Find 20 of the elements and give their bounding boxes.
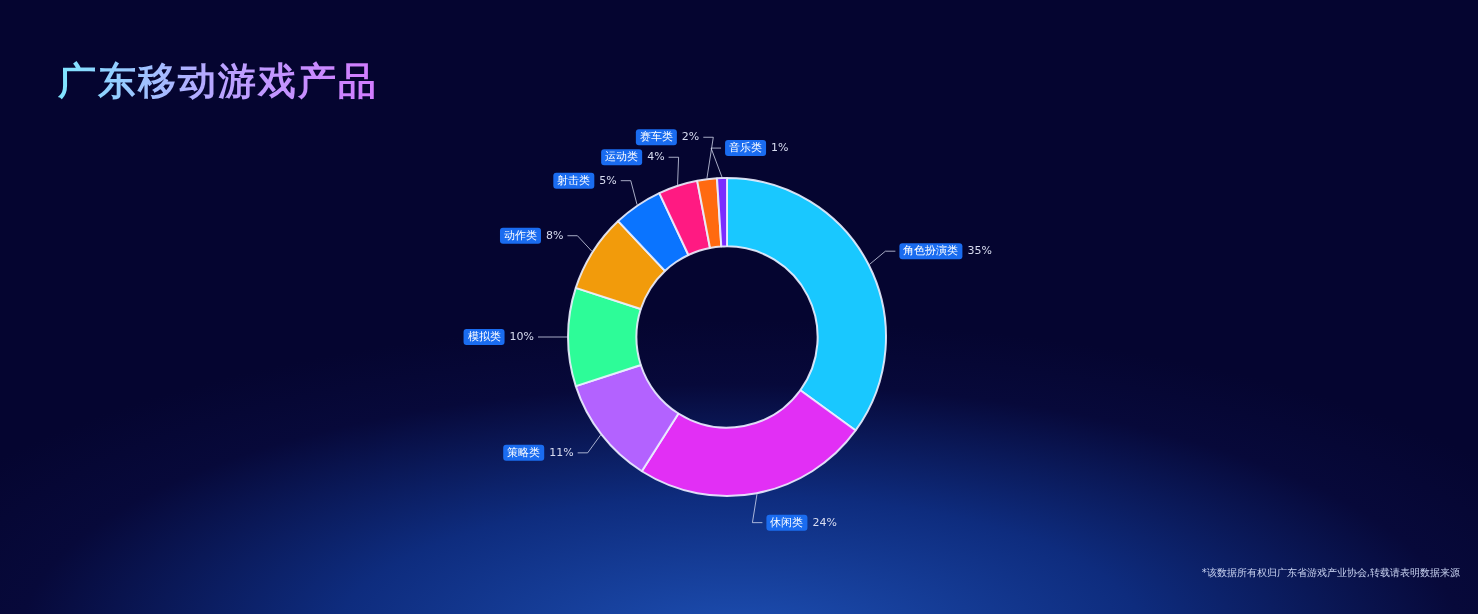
data-label: 10%: [509, 329, 534, 343]
data-label: 8%: [545, 228, 564, 242]
data-label: 11%: [549, 445, 574, 459]
slice-label: 模拟类: [467, 329, 501, 343]
data-label: 35%: [967, 244, 992, 258]
slice-label: 音乐类: [729, 140, 763, 154]
data-label: 5%: [599, 173, 617, 187]
data-label: 2%: [681, 130, 700, 144]
data-label: 4%: [647, 150, 665, 164]
slice-label: 动作类: [503, 228, 537, 242]
slice-label: 休闲类: [770, 515, 804, 529]
slice-label: 策略类: [507, 445, 541, 459]
slice-label: 射击类: [557, 173, 591, 187]
data-label: 24%: [812, 515, 837, 529]
slice-label: 运动类: [605, 150, 639, 164]
data-label: 1%: [771, 140, 789, 154]
text: *该数据所有权归广东省游戏产业协会,转载请表明数据来源: [1201, 566, 1460, 580]
slice-label: 赛车类: [639, 130, 673, 144]
chart-title: 广东移动游戏产品: [58, 56, 378, 107]
slice-label: 角色扮演类: [903, 244, 959, 258]
